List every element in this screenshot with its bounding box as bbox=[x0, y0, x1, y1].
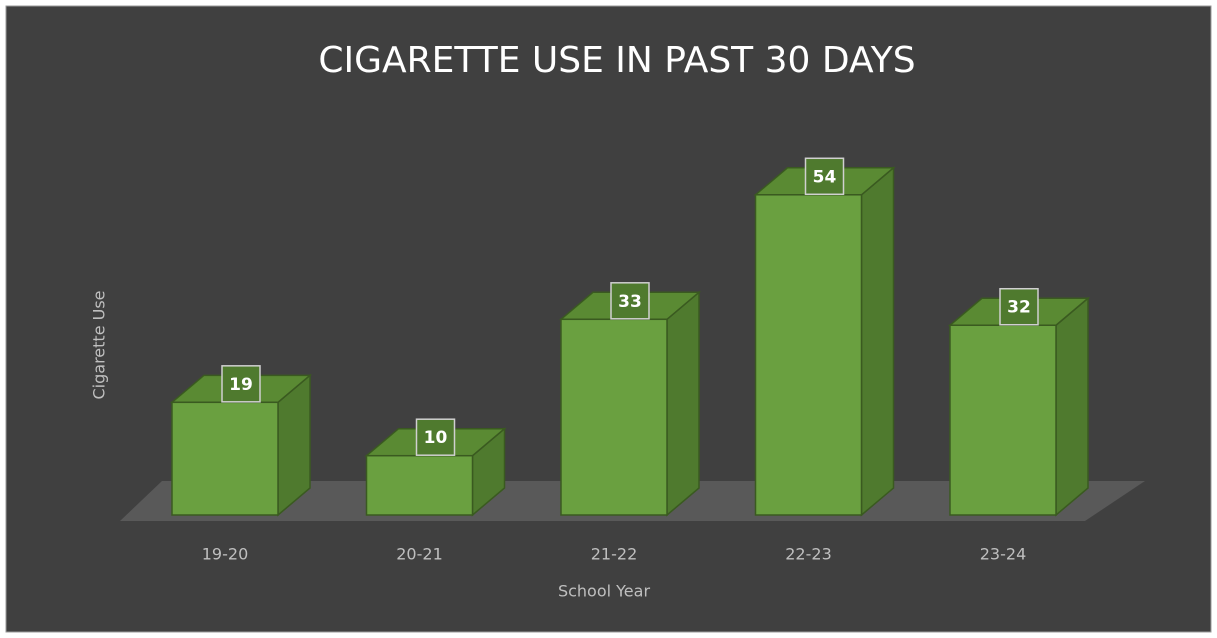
value-label-box bbox=[999, 287, 1039, 326]
value-label: 10 bbox=[424, 428, 448, 448]
bar bbox=[560, 318, 668, 516]
value-label: 19 bbox=[229, 375, 253, 395]
bar bbox=[171, 401, 279, 516]
bar-side bbox=[1055, 296, 1089, 517]
x-tick-label: 19-20 bbox=[202, 545, 249, 564]
bar bbox=[365, 454, 474, 516]
chart-title: CIGARETTE USE IN PAST 30 DAYS bbox=[318, 40, 915, 81]
x-tick-label: 20-21 bbox=[396, 545, 443, 564]
bar-side bbox=[666, 290, 700, 517]
value-label-box bbox=[804, 157, 845, 196]
x-axis-label: School Year bbox=[558, 582, 651, 601]
bar-side bbox=[860, 166, 895, 517]
bar bbox=[754, 194, 863, 516]
value-label-box bbox=[221, 365, 261, 403]
bar bbox=[949, 324, 1057, 516]
y-axis-label: Cigarette Use bbox=[90, 290, 109, 399]
value-label: 54 bbox=[813, 167, 837, 187]
x-tick-label: 23-24 bbox=[980, 545, 1027, 564]
x-tick-label: 22-23 bbox=[785, 545, 832, 564]
x-tick-label: 21-22 bbox=[591, 545, 638, 564]
value-label: 32 bbox=[1007, 298, 1031, 318]
value-label: 33 bbox=[618, 292, 642, 312]
value-label-box bbox=[415, 418, 456, 456]
value-label-box bbox=[610, 282, 650, 320]
